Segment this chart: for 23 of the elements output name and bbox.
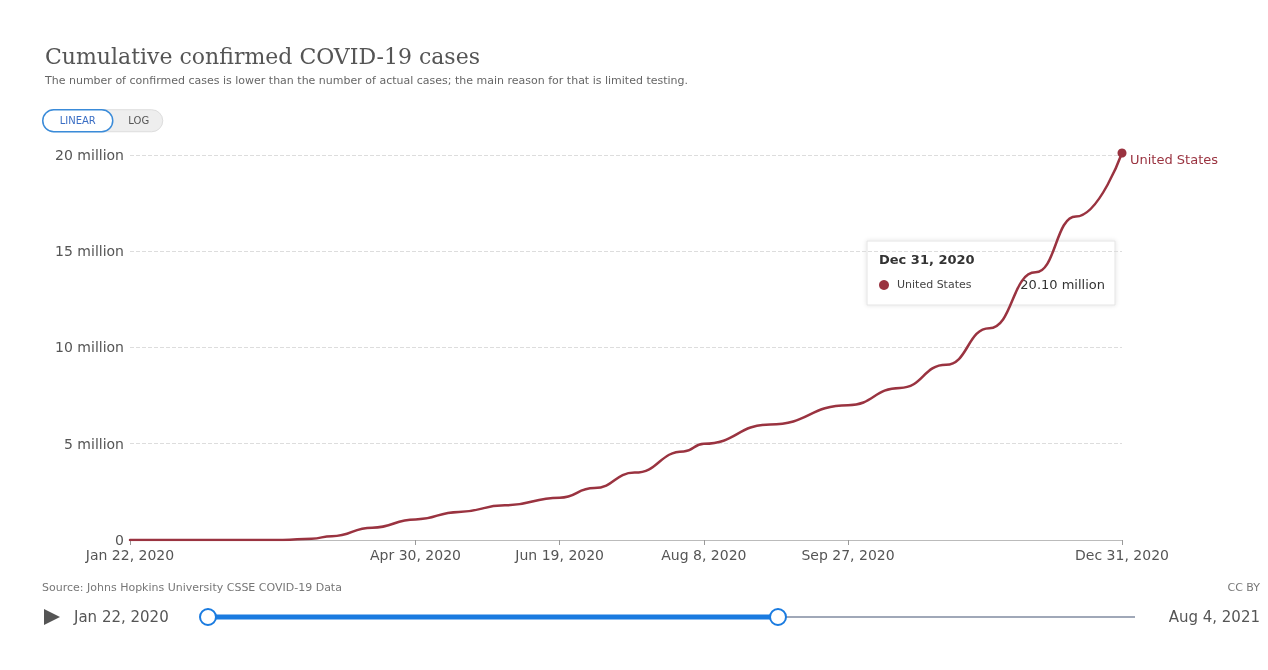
annotation: 20.10 million [1020, 277, 1105, 292]
annotation: Dec 31, 2020 [879, 252, 975, 267]
x-tick-label: Aug 8, 2020 [661, 547, 747, 563]
x-tick-label: Sep 27, 2020 [801, 547, 895, 563]
text: LINEAR [59, 115, 96, 127]
chart-title: Cumulative confirmed COVID-19 cases [45, 43, 480, 69]
y-tick-label: 0 [115, 532, 124, 548]
y-tick-label: 15 million [55, 243, 124, 260]
x-tick-label: Apr 30, 2020 [369, 547, 461, 563]
text: CC BY [1227, 581, 1261, 594]
source-note: Source: Johns Hopkins University CSSE COVID-19 Data [42, 581, 342, 594]
y-tick-label: 5 million [64, 435, 124, 452]
x-tick-label: Jan 22, 2020 [84, 547, 175, 563]
x-tick-label: Dec 31, 2020 [1075, 547, 1169, 563]
text: United States [1130, 151, 1219, 167]
text: Aug 4, 2021 [1168, 607, 1260, 626]
y-tick-label: 10 million [55, 339, 124, 356]
text: Jan 22, 2020 [73, 607, 169, 626]
legend-label: United States [897, 278, 972, 291]
text: LOG [128, 115, 150, 127]
chart-subtitle: The number of confirmed cases is lower than the number of actual cases; the main reason for that is limited testing. [44, 74, 689, 87]
y-tick-label: 20 million [55, 146, 124, 163]
x-tick-label: Jun 19, 2020 [514, 547, 605, 563]
